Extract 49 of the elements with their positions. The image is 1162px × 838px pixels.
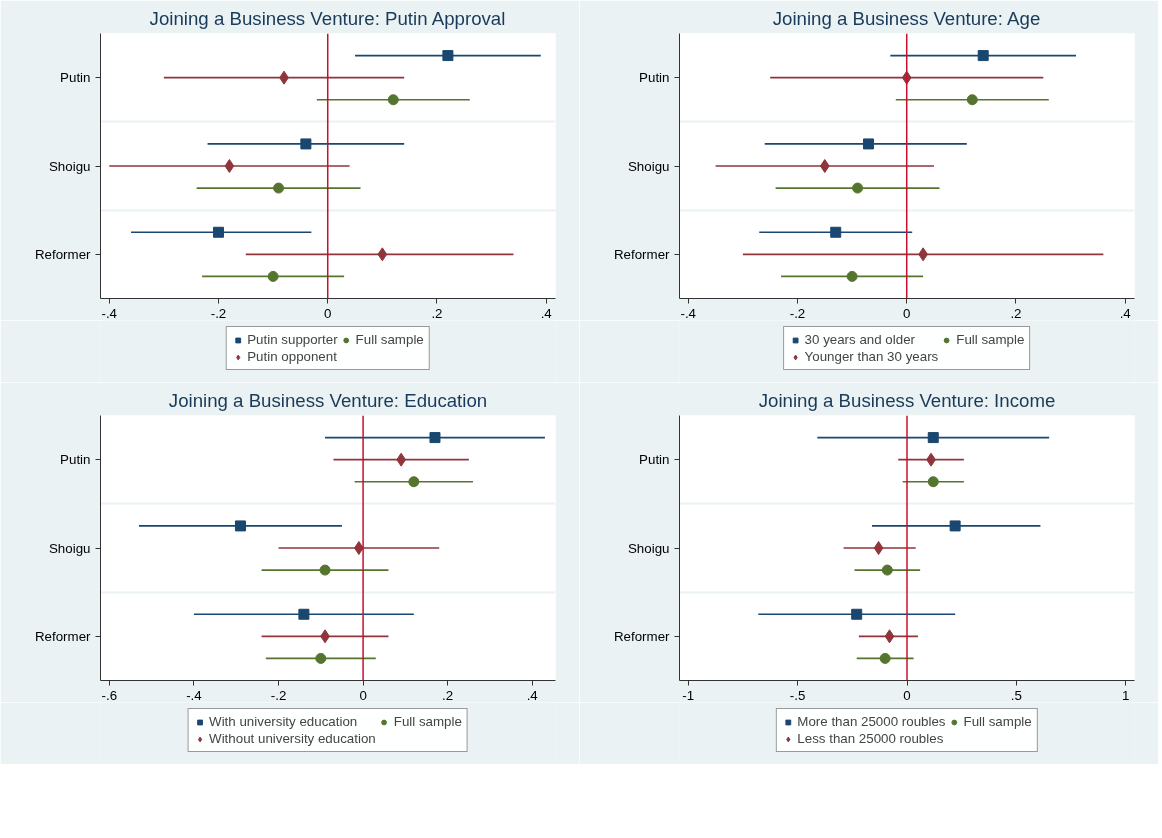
x-tick-label: .4 <box>526 687 539 703</box>
legend-label: Putin opponent <box>247 349 337 364</box>
y-tick-label: Reformer <box>34 246 92 262</box>
chart-title: Joining a Business Venture: Education <box>168 389 488 411</box>
x-tick-label: .2 <box>1010 305 1022 321</box>
y-tick-label: Shoigu <box>49 158 91 174</box>
y-tick-label: Shoigu <box>49 540 91 556</box>
legend-label: Without university education <box>209 731 376 746</box>
legend-label: With university education <box>209 714 358 729</box>
legend-label: More than 25000 roubles <box>797 714 946 729</box>
chart-title: Joining a Business Venture: Putin Approval <box>149 7 506 29</box>
x-tick-label: 1 <box>1122 687 1130 703</box>
legend-label: Putin supporter <box>247 332 338 347</box>
x-tick-label: -.2 <box>270 687 287 703</box>
y-tick-label: Putin <box>60 70 91 86</box>
y-tick-label: Putin <box>639 70 670 86</box>
legend-label: Less than 25000 roubles <box>797 731 944 746</box>
x-tick-label: .4 <box>540 305 553 321</box>
legend-label: 30 years and older <box>804 332 916 347</box>
x-tick-label: 0 <box>903 687 911 703</box>
y-tick-label: Putin <box>60 452 91 468</box>
chart-title: Joining a Business Venture: Income <box>758 389 1056 411</box>
x-tick-label: -.2 <box>789 305 806 321</box>
legend-label: Younger than 30 years <box>804 349 939 364</box>
legend-label: Full sample <box>963 714 1032 729</box>
x-tick-label: .2 <box>442 687 454 703</box>
x-tick-label: .2 <box>431 305 443 321</box>
y-tick-label: Shoigu <box>628 158 670 174</box>
x-tick-label: .4 <box>1119 305 1132 321</box>
x-tick-label: 0 <box>359 687 367 703</box>
legend-label: Full sample <box>956 332 1025 347</box>
x-tick-label: 0 <box>324 305 332 321</box>
chart-title: Joining a Business Venture: Age <box>772 7 1041 29</box>
x-tick-label: 0 <box>903 305 911 321</box>
x-tick-label: -1 <box>682 687 695 703</box>
y-tick-label: Reformer <box>613 628 671 644</box>
x-tick-label: -.4 <box>101 305 118 321</box>
x-tick-label: .5 <box>1010 687 1022 703</box>
legend-label: Full sample <box>355 332 424 347</box>
x-tick-label: -.6 <box>101 687 118 703</box>
x-tick-label: -.2 <box>210 305 227 321</box>
y-tick-label: Putin <box>639 452 670 468</box>
y-tick-label: Shoigu <box>628 540 670 556</box>
y-tick-label: Reformer <box>613 246 671 262</box>
y-tick-label: Reformer <box>34 628 92 644</box>
x-tick-label: -.4 <box>680 305 697 321</box>
x-tick-label: -.4 <box>186 687 203 703</box>
x-tick-label: -.5 <box>789 687 806 703</box>
legend-label: Full sample <box>393 714 462 729</box>
